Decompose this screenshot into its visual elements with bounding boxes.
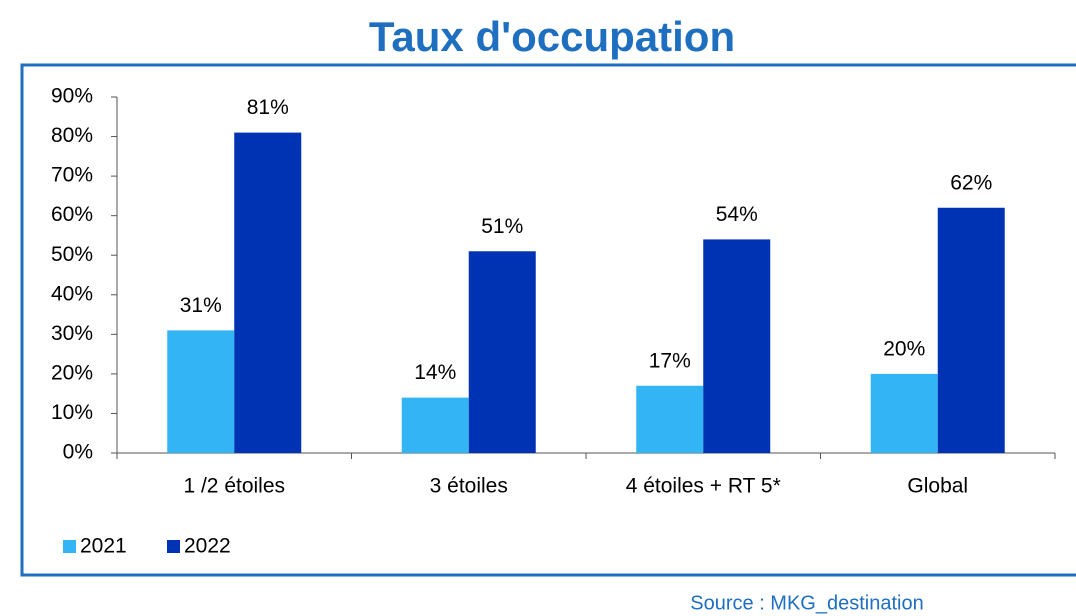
bar — [234, 132, 302, 453]
x-tick-label: Global — [907, 475, 968, 498]
y-tick-label: 10% — [51, 401, 93, 424]
bar — [167, 330, 235, 453]
value-label: 31% — [180, 294, 222, 317]
source-note: Source : MKG_destination — [690, 592, 923, 614]
bar — [401, 397, 469, 453]
y-tick-label: 60% — [51, 203, 93, 226]
bar — [937, 207, 1005, 453]
bar — [636, 385, 704, 453]
y-tick-label: 30% — [51, 322, 93, 345]
bar — [703, 239, 771, 453]
value-label: 62% — [950, 171, 992, 194]
y-tick-label: 20% — [51, 361, 93, 384]
legend-label: 2022 — [184, 535, 231, 558]
x-tick-label: 3 étoiles — [430, 475, 508, 498]
legend-label: 2021 — [80, 535, 127, 558]
value-label: 81% — [247, 96, 289, 119]
y-tick-label: 80% — [51, 124, 93, 147]
bar — [870, 373, 938, 453]
y-tick-label: 50% — [51, 243, 93, 266]
value-label: 17% — [649, 349, 691, 372]
value-label: 51% — [481, 215, 523, 238]
chart-frame — [20, 63, 1076, 577]
y-tick-label: 70% — [51, 164, 93, 187]
value-label: 20% — [883, 337, 925, 360]
x-tick-label: 1 /2 étoiles — [183, 475, 285, 498]
chart-title: Taux d'occupation — [369, 13, 735, 60]
x-tick-label: 4 étoiles + RT 5* — [626, 475, 781, 498]
y-tick-label: 0% — [63, 441, 93, 464]
y-tick-label: 90% — [51, 85, 93, 108]
legend-swatch — [167, 540, 180, 553]
y-tick-label: 40% — [51, 282, 93, 305]
value-label: 14% — [414, 361, 456, 384]
bar — [468, 251, 536, 453]
value-label: 54% — [716, 203, 758, 226]
legend-swatch — [63, 540, 76, 553]
